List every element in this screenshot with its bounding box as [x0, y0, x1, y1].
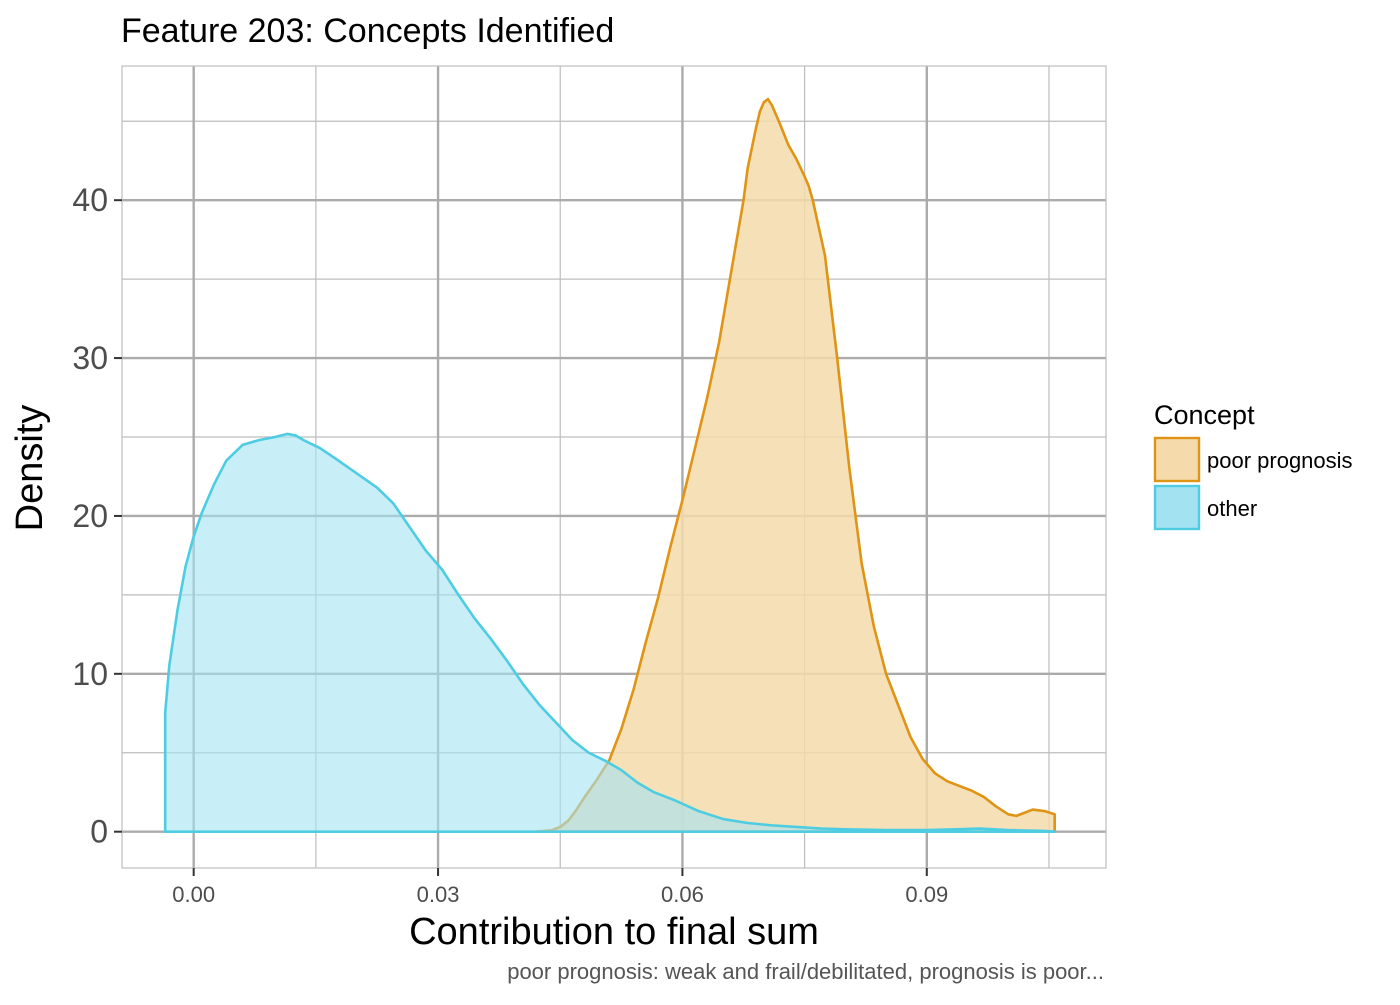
y-tick-label: 30 [72, 340, 108, 376]
x-axis-label: Contribution to final sum [409, 911, 819, 953]
plot-border [121, 65, 1107, 869]
legend-label-poor-prognosis: poor prognosis [1207, 448, 1353, 473]
y-tick-label: 20 [72, 498, 108, 534]
x-tick-label: 0.03 [417, 882, 460, 907]
y-tick-label: 0 [90, 814, 108, 850]
density-area-poor-prognosis [534, 97, 1056, 833]
x-tick-label: 0.00 [172, 882, 215, 907]
plot-area: 0.00 0.03 0.06 0.09 0 10 20 30 40 [72, 65, 1107, 907]
chart-caption: poor prognosis: weak and frail/debilitat… [507, 959, 1104, 984]
legend-key-poor-prognosis [1153, 436, 1201, 483]
legend: poor prognosis other [1153, 436, 1353, 531]
density-area-other [163, 432, 1056, 833]
y-tick-label: 10 [72, 656, 108, 692]
y-tick-label: 40 [72, 182, 108, 218]
x-tick-label: 0.09 [905, 882, 948, 907]
legend-label-other: other [1207, 496, 1257, 521]
legend-key-other [1153, 484, 1201, 531]
x-tick-label: 0.06 [661, 882, 704, 907]
y-axis-label: Density [9, 405, 51, 532]
legend-title: Concept [1154, 400, 1255, 430]
chart-title: Feature 203: Concepts Identified [121, 12, 614, 50]
